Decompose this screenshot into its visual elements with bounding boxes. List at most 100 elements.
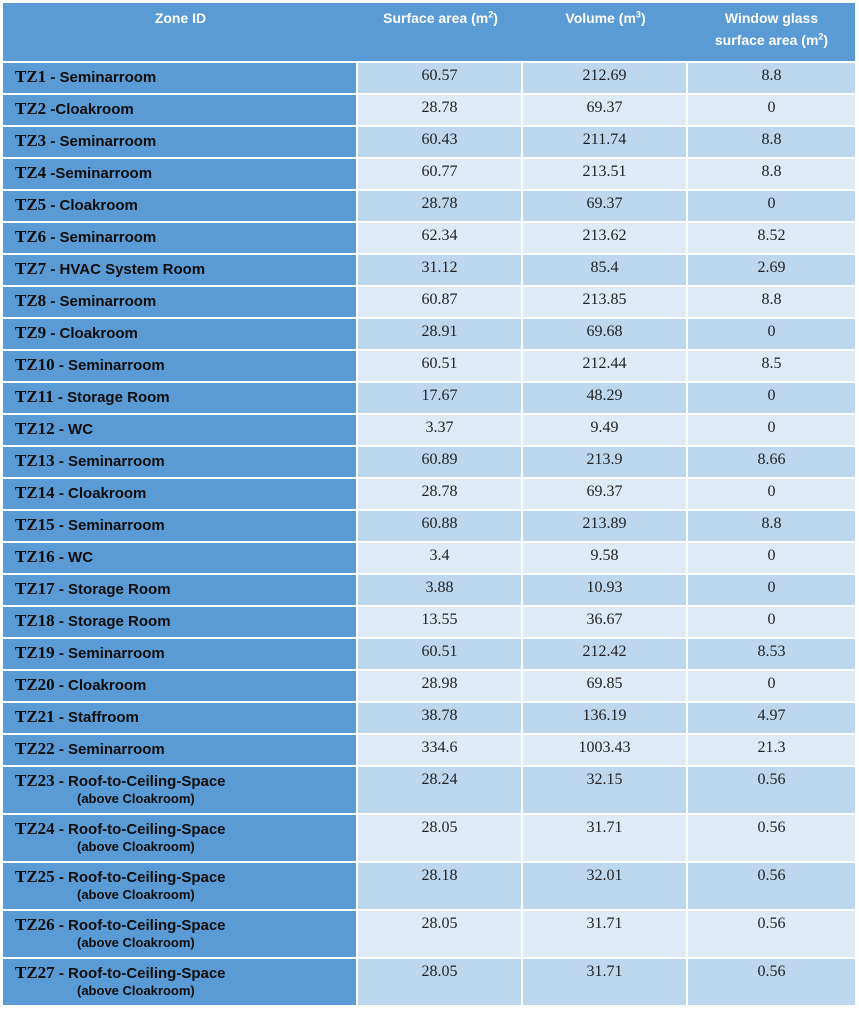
zone-cell: TZ4 -Seminarroom bbox=[3, 159, 358, 191]
zone-name: Cloakroom bbox=[68, 485, 147, 502]
zone-cell: TZ12 - WC bbox=[3, 415, 358, 447]
zone-id: TZ17 bbox=[15, 579, 55, 598]
zone-cell: TZ7 - HVAC System Room bbox=[3, 255, 358, 287]
zone-id: TZ21 bbox=[15, 707, 55, 726]
zone-cell: TZ19 - Seminarroom bbox=[3, 639, 358, 671]
zone-name: HVAC System Room bbox=[59, 261, 206, 278]
surface-area-cell: 3.4 bbox=[358, 543, 523, 575]
volume-cell: 69.37 bbox=[523, 479, 688, 511]
table-row: TZ7 - HVAC System Room 31.12 85.4 2.69 bbox=[3, 255, 855, 287]
zone-cell: TZ27 - Roof-to-Ceiling-Space (above Cloak… bbox=[3, 959, 358, 1007]
volume-cell: 69.85 bbox=[523, 671, 688, 703]
table-row: TZ15 - Seminarroom 60.88 213.89 8.8 bbox=[3, 511, 855, 543]
zone-cell: TZ25 - Roof-to-Ceiling-Space (above Cloak… bbox=[3, 863, 358, 911]
volume-cell: 213.89 bbox=[523, 511, 688, 543]
zone-subtitle: (above Cloakroom) bbox=[77, 791, 195, 806]
surface-area-cell: 60.51 bbox=[358, 351, 523, 383]
zone-separator: - bbox=[46, 197, 60, 214]
table-row: TZ4 -Seminarroom 60.77 213.51 8.8 bbox=[3, 159, 855, 191]
zone-name: Roof-to-Ceiling-Space bbox=[68, 869, 226, 886]
surface-area-cell: 38.78 bbox=[358, 703, 523, 735]
zone-subtitle: (above Cloakroom) bbox=[77, 887, 195, 902]
table-row: TZ9 - Cloakroom 28.91 69.68 0 bbox=[3, 319, 855, 351]
table-row: TZ6 - Seminarroom 62.34 213.62 8.52 bbox=[3, 223, 855, 255]
volume-cell: 32.15 bbox=[523, 767, 688, 815]
surface-area-cell: 60.51 bbox=[358, 639, 523, 671]
volume-cell: 9.58 bbox=[523, 543, 688, 575]
zone-separator: - bbox=[54, 613, 69, 630]
zone-separator: - bbox=[54, 581, 69, 598]
window-area-cell: 8.53 bbox=[688, 639, 855, 671]
volume-cell: 31.71 bbox=[523, 911, 688, 959]
zone-subtitle: (above Cloakroom) bbox=[77, 983, 195, 998]
header-window-glass: Window glass surface area (m2) bbox=[688, 3, 855, 63]
surface-area-cell: 28.05 bbox=[358, 959, 523, 1007]
table-row: TZ24 - Roof-to-Ceiling-Space (above Cloak… bbox=[3, 815, 855, 863]
table-row: TZ20 - Cloakroom 28.98 69.85 0 bbox=[3, 671, 855, 703]
zone-separator: - bbox=[54, 917, 69, 934]
window-area-cell: 0.56 bbox=[688, 959, 855, 1007]
volume-cell: 213.9 bbox=[523, 447, 688, 479]
zone-name: Seminarroom bbox=[59, 229, 157, 246]
zone-id: TZ16 bbox=[15, 547, 55, 566]
table-row: TZ25 - Roof-to-Ceiling-Space (above Cloak… bbox=[3, 863, 855, 911]
surface-area-cell: 60.77 bbox=[358, 159, 523, 191]
zone-id: TZ2 bbox=[15, 99, 47, 118]
window-area-cell: 0.56 bbox=[688, 863, 855, 911]
zone-id: TZ18 bbox=[15, 611, 55, 630]
zone-name: Cloakroom bbox=[55, 101, 134, 118]
zone-table: Zone ID Surface area (m2) Volume (m3) Wi… bbox=[3, 3, 855, 1007]
zone-separator: - bbox=[46, 133, 60, 150]
zone-cell: TZ9 - Cloakroom bbox=[3, 319, 358, 351]
table-row: TZ3 - Seminarroom 60.43 211.74 8.8 bbox=[3, 127, 855, 159]
zone-id: TZ26 bbox=[15, 915, 55, 934]
zone-cell: TZ20 - Cloakroom bbox=[3, 671, 358, 703]
zone-cell: TZ2 -Cloakroom bbox=[3, 95, 358, 127]
surface-area-cell: 28.24 bbox=[358, 767, 523, 815]
zone-cell: TZ11 - Storage Room bbox=[3, 383, 358, 415]
zone-cell: TZ10 - Seminarroom bbox=[3, 351, 358, 383]
zone-name: Seminarroom bbox=[68, 517, 165, 534]
zone-name: Storage Room bbox=[68, 613, 171, 630]
zone-name: Seminarroom bbox=[68, 453, 165, 470]
volume-cell: 212.69 bbox=[523, 63, 688, 95]
surface-area-cell: 60.43 bbox=[358, 127, 523, 159]
surface-area-cell: 31.12 bbox=[358, 255, 523, 287]
window-area-cell: 0 bbox=[688, 671, 855, 703]
table-row: TZ27 - Roof-to-Ceiling-Space (above Cloak… bbox=[3, 959, 855, 1007]
window-area-cell: 21.3 bbox=[688, 735, 855, 767]
zone-name: Roof-to-Ceiling-Space bbox=[68, 917, 226, 934]
zone-id: TZ8 bbox=[15, 291, 47, 310]
zone-name: Cloakroom bbox=[68, 677, 147, 694]
surface-area-cell: 60.88 bbox=[358, 511, 523, 543]
zone-separator: - bbox=[46, 293, 60, 310]
window-area-cell: 0 bbox=[688, 575, 855, 607]
table-row: TZ8 - Seminarroom 60.87 213.85 8.8 bbox=[3, 287, 855, 319]
window-area-cell: 8.66 bbox=[688, 447, 855, 479]
surface-area-cell: 28.18 bbox=[358, 863, 523, 911]
surface-area-cell: 60.57 bbox=[358, 63, 523, 95]
zone-subtitle: (above Cloakroom) bbox=[77, 935, 195, 950]
volume-cell: 48.29 bbox=[523, 383, 688, 415]
surface-area-cell: 28.78 bbox=[358, 479, 523, 511]
zone-id: TZ4 bbox=[15, 163, 47, 182]
surface-area-cell: 17.67 bbox=[358, 383, 523, 415]
surface-area-cell: 28.98 bbox=[358, 671, 523, 703]
zone-name: Seminarroom bbox=[55, 165, 153, 182]
zone-name: WC bbox=[68, 421, 94, 438]
window-area-cell: 8.5 bbox=[688, 351, 855, 383]
table-row: TZ21 - Staffroom 38.78 136.19 4.97 bbox=[3, 703, 855, 735]
volume-cell: 213.62 bbox=[523, 223, 688, 255]
zone-separator: - bbox=[54, 357, 69, 374]
table-row: TZ14 - Cloakroom 28.78 69.37 0 bbox=[3, 479, 855, 511]
zone-id: TZ10 bbox=[15, 355, 55, 374]
table-row: TZ19 - Seminarroom 60.51 212.42 8.53 bbox=[3, 639, 855, 671]
table-row: TZ11 - Storage Room 17.67 48.29 0 bbox=[3, 383, 855, 415]
volume-cell: 213.85 bbox=[523, 287, 688, 319]
zone-id: TZ23 bbox=[15, 771, 55, 790]
zone-id: TZ12 bbox=[15, 419, 55, 438]
zone-name: Roof-to-Ceiling-Space bbox=[68, 821, 226, 838]
table-row: TZ13 - Seminarroom 60.89 213.9 8.66 bbox=[3, 447, 855, 479]
zone-id: TZ3 bbox=[15, 131, 47, 150]
zone-cell: TZ1 - Seminarroom bbox=[3, 63, 358, 95]
